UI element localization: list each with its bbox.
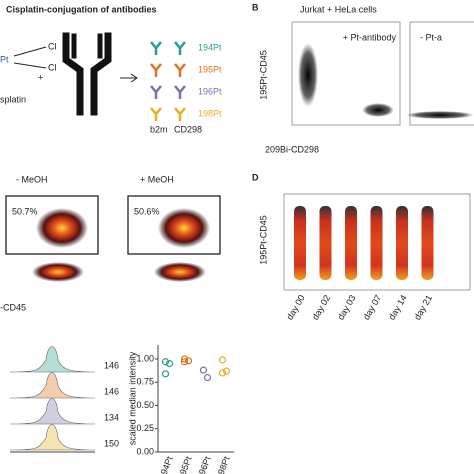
day-strips: day 00 day 02 day 03 day 07 day 14 day 21: [285, 206, 434, 322]
day-label: day 03: [336, 293, 358, 321]
day-density: [370, 206, 383, 280]
point: [161, 370, 170, 378]
point: [161, 358, 170, 366]
gate: [127, 195, 221, 255]
day-label: day 00: [285, 293, 307, 321]
day-density: [396, 206, 408, 280]
isotope-label: 195Pt: [198, 64, 222, 74]
isotope-label: 194Pt: [198, 42, 222, 52]
antibody: [150, 41, 162, 55]
antibody: [150, 63, 162, 77]
antibody: [174, 107, 186, 121]
panel-label: D: [252, 172, 259, 182]
plot-title: - MeOH: [16, 174, 48, 184]
y-tick-label: 1.00: [136, 353, 154, 363]
day-density: [319, 206, 332, 280]
x-tick-label: 196Pt: [195, 455, 213, 474]
antibody: [174, 85, 186, 99]
point: [203, 373, 212, 382]
point: [180, 358, 189, 366]
isotope-label: 196Pt: [198, 86, 222, 96]
histograms: 146 146 134 150: [9, 346, 119, 453]
day-label: day 14: [387, 293, 409, 321]
y-label: 195Pt-CD45: [258, 50, 268, 100]
bond: [13, 62, 47, 69]
density: [32, 262, 84, 282]
y-label: scaled median intensity: [127, 351, 137, 445]
histogram-label: 146: [104, 386, 119, 396]
x-tick-label: 194Pt: [157, 455, 175, 474]
metal: Pt: [0, 54, 9, 64]
point: [180, 355, 189, 363]
histogram: [9, 346, 96, 373]
histogram: [9, 372, 96, 399]
panel-title: Jurkat + HeLa cells: [300, 4, 377, 14]
plot-title: - Pt-a: [420, 32, 442, 42]
day-density: [294, 206, 306, 280]
target: CD298: [174, 124, 202, 134]
histogram: [9, 398, 96, 425]
target: b2m: [150, 124, 168, 134]
histogram: [9, 424, 96, 451]
ligand: Cl: [48, 41, 57, 51]
plus: +: [38, 72, 43, 82]
x-tick-label: 195Pt: [176, 455, 194, 474]
plot-frame: [283, 193, 471, 291]
y-label: 195Pt-CD45: [258, 215, 268, 265]
plot-title: + Pt-antibody: [343, 32, 397, 42]
cell-population: [406, 111, 474, 119]
isotope-label: 198Pt: [198, 108, 222, 118]
y-tick-label: 0.50: [136, 400, 154, 410]
histogram-label: 150: [104, 438, 119, 448]
day-density: [345, 206, 357, 280]
plot-frame: [291, 21, 401, 126]
point: [199, 366, 208, 374]
gate-label: 50.7%: [12, 206, 38, 216]
panel-title: Cisplatin-conjugation of antibodies: [6, 4, 157, 14]
density: [158, 208, 210, 248]
panel-label: B: [252, 2, 259, 12]
point: [222, 367, 231, 375]
cell-population: [298, 43, 318, 107]
cell-population: [362, 103, 394, 117]
antibody: [174, 63, 186, 77]
ligand: Cl: [48, 62, 57, 72]
y-tick-label: 0.25: [136, 423, 154, 433]
day-label: day 02: [310, 293, 332, 321]
point: [218, 369, 227, 377]
point: [184, 357, 193, 365]
day-label: day 07: [361, 293, 383, 321]
antibody: [150, 85, 162, 99]
bond: [13, 46, 47, 57]
x-label: -CD45: [0, 302, 26, 312]
point: [218, 356, 227, 364]
compound-name: splatin: [0, 94, 26, 104]
day-density: [421, 206, 434, 280]
x-label: 209Bi-CD298: [265, 144, 319, 154]
isotope-list: 194Pt 195Pt 196Pt 198Pt: [150, 41, 222, 121]
density: [36, 208, 88, 248]
density: [154, 262, 206, 282]
arrow: [120, 73, 138, 83]
day-label: day 21: [412, 293, 434, 321]
histogram-label: 146: [104, 360, 119, 370]
antibody: [150, 107, 162, 121]
antibody: [174, 41, 186, 55]
antibody-icon: [62, 32, 112, 116]
y-tick-label: 0.75: [136, 377, 154, 387]
gate: [5, 195, 99, 255]
y-tick-label: 0.00: [136, 446, 154, 456]
plot-frame: [409, 21, 474, 126]
gate-label: 50.6%: [134, 206, 160, 216]
plot-title: + MeOH: [140, 174, 174, 184]
point: [165, 360, 174, 368]
x-tick-label: 198Pt: [214, 455, 232, 474]
histogram-label: 134: [104, 412, 119, 422]
